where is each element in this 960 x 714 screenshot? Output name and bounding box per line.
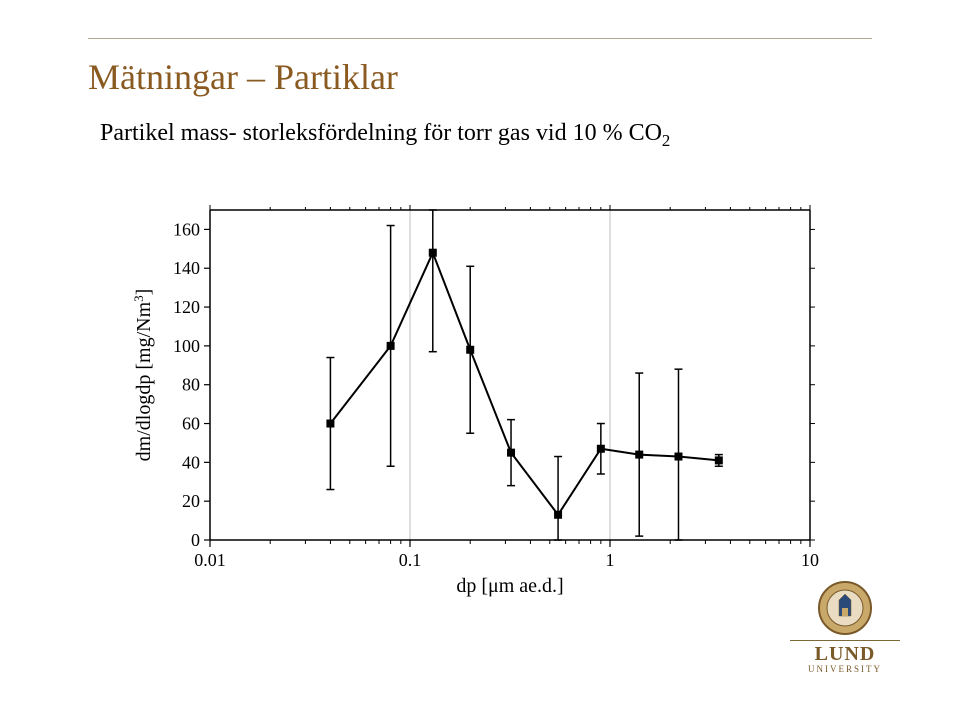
chart: 0 20 40 60 80 100 120 140 160 0.01 0.1 1 10 dp [μm ae… — [130, 190, 830, 610]
svg-text:60: 60 — [182, 414, 200, 434]
top-rule — [88, 38, 872, 39]
svg-text:0.01: 0.01 — [194, 550, 226, 570]
slide: Mätningar – Partiklar Partikel mass- sto… — [0, 0, 960, 714]
lund-seal-icon — [815, 578, 875, 638]
svg-text:80: 80 — [182, 375, 200, 395]
svg-text:1: 1 — [606, 550, 615, 570]
svg-text:20: 20 — [182, 491, 200, 511]
slide-subtitle: Partikel mass- storleksfördelning för to… — [100, 120, 670, 151]
logo-sub: UNIVERSITY — [790, 664, 900, 674]
slide-title: Mätningar – Partiklar — [88, 56, 398, 98]
svg-text:120: 120 — [173, 297, 200, 317]
svg-text:10: 10 — [801, 550, 819, 570]
chart-svg: 0 20 40 60 80 100 120 140 160 0.01 0.1 1 10 dp [μm ae… — [130, 190, 830, 610]
svg-text:dm/dlogdp [mg/Nm3]: dm/dlogdp [mg/Nm3] — [131, 289, 156, 462]
svg-text:0.1: 0.1 — [399, 550, 422, 570]
svg-text:0: 0 — [191, 530, 200, 550]
svg-text:160: 160 — [173, 219, 200, 239]
lund-logo: LUND UNIVERSITY — [790, 578, 900, 674]
svg-text:40: 40 — [182, 452, 200, 472]
svg-text:140: 140 — [173, 258, 200, 278]
svg-text:100: 100 — [173, 336, 200, 356]
logo-word: LUND — [790, 643, 900, 666]
subtitle-text: Partikel mass- storleksfördelning för to… — [100, 120, 662, 146]
svg-text:dp [μm ae.d.]: dp [μm ae.d.] — [456, 575, 563, 597]
subtitle-sub: 2 — [662, 131, 670, 150]
